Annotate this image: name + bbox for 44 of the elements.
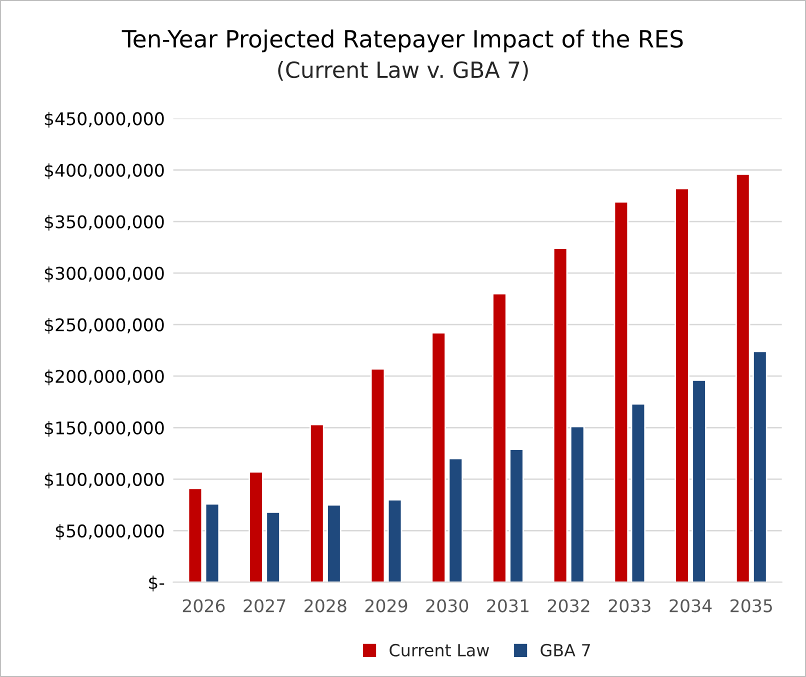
x-tick-label: 2026: [182, 599, 225, 612]
bar: [735, 173, 750, 582]
bar: [266, 511, 280, 582]
bar: [674, 188, 690, 582]
y-tick-label: $50,000,000: [56, 524, 164, 540]
bar: [614, 201, 629, 582]
x-tick-label: 2034: [670, 599, 712, 612]
bar: [326, 504, 342, 582]
y-tick-label: $350,000,000: [44, 214, 164, 231]
y-tick-label: $400,000,000: [44, 163, 164, 180]
y-tick-label: $200,000,000: [44, 370, 164, 386]
bar: [431, 332, 446, 582]
legend-label: Current Law: [390, 644, 490, 656]
y-tick-label: $100,000,000: [44, 472, 164, 488]
bar: [387, 499, 402, 582]
y-tick-label: $150,000,000: [44, 421, 164, 437]
legend-label: GBA 7: [540, 644, 590, 656]
x-tick-label: 2028: [304, 599, 346, 612]
y-tick-label: $-: [149, 576, 164, 592]
bar: [630, 403, 646, 582]
bar: [248, 471, 264, 582]
bar: [492, 292, 507, 582]
x-tick-label: 2033: [608, 599, 650, 612]
y-tick-label: $250,000,000: [44, 318, 164, 334]
x-tick-label: 2035: [730, 599, 772, 612]
x-tick-label: 2029: [365, 599, 408, 612]
x-tick-label: 2031: [487, 599, 528, 612]
bar: [188, 488, 203, 582]
bar: [552, 248, 568, 582]
bar: [204, 503, 220, 582]
bar: [570, 426, 585, 582]
x-tick-label: 2032: [548, 599, 590, 612]
bar: [509, 448, 524, 582]
x-tick-label: 2027: [244, 599, 286, 612]
bar: [370, 368, 386, 582]
y-tick-label: $450,000,000: [44, 112, 164, 128]
y-tick-label: $300,000,000: [44, 266, 164, 282]
chart-title: Ten-Year Projected Ratepayer Impact of the RES: [122, 29, 683, 52]
x-tick-label: 2030: [426, 599, 468, 612]
chart-subtitle: (Current Law v. GBA 7): [278, 60, 528, 81]
bar: [310, 424, 324, 582]
bar: [752, 350, 768, 582]
bar: [448, 458, 464, 582]
bar: [692, 380, 706, 582]
